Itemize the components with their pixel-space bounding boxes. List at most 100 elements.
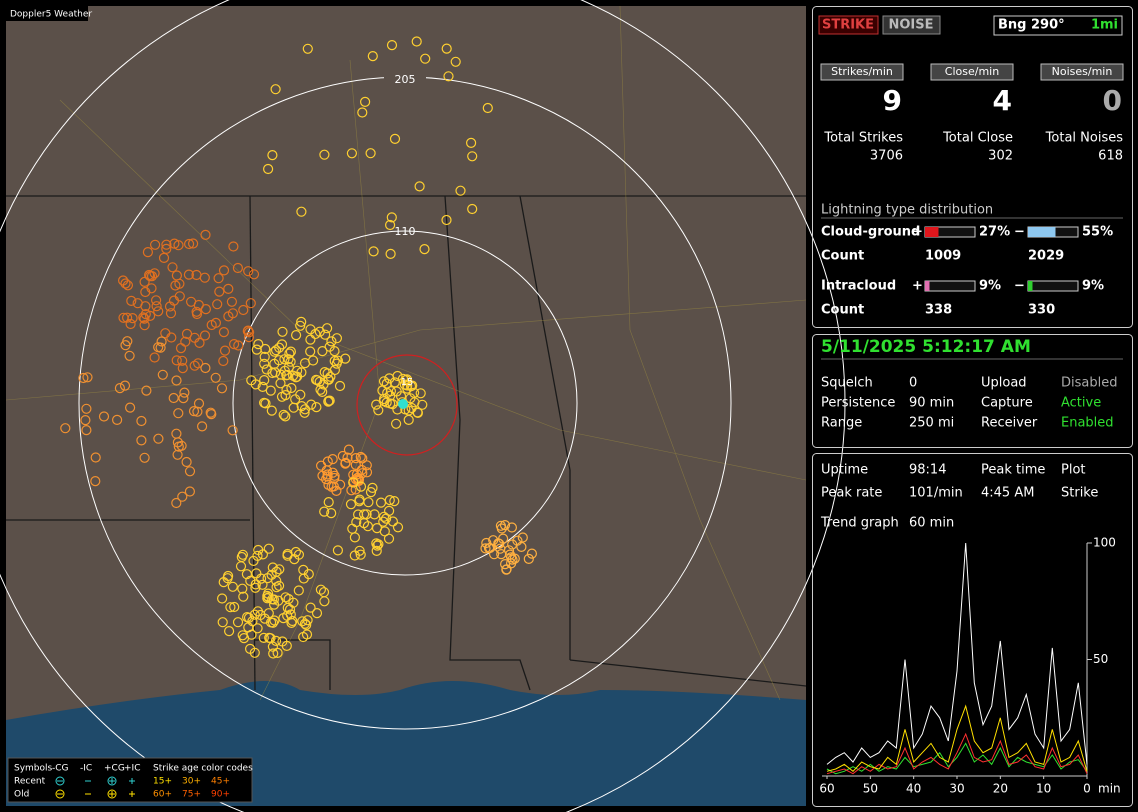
strike-symbol — [274, 580, 285, 591]
strike-symbol — [303, 568, 314, 580]
strike-symbol — [111, 414, 123, 425]
strike-symbol — [238, 304, 249, 316]
trend-line — [826, 542, 1088, 765]
strike-symbol — [184, 486, 195, 497]
strike-symbol — [197, 421, 208, 432]
strike-symbol — [81, 425, 92, 436]
strike-symbol — [419, 244, 430, 255]
strike-symbol — [248, 269, 260, 280]
strike-symbol — [145, 310, 156, 321]
strike-symbol — [342, 452, 353, 463]
strike-symbol — [228, 241, 239, 252]
label: Peak time — [981, 463, 1045, 478]
noise-button[interactable] — [882, 15, 941, 35]
strike-symbol — [193, 398, 205, 409]
label: Disabled — [1061, 376, 1117, 391]
strike-symbol — [365, 148, 376, 159]
rate-button[interactable] — [1040, 63, 1124, 81]
strike-symbol — [299, 404, 311, 415]
label: STRIKE — [822, 18, 874, 33]
strike-symbol — [295, 320, 306, 331]
strike-symbol — [225, 602, 236, 613]
strike-symbol — [244, 327, 255, 338]
strike-symbol — [284, 348, 295, 359]
label: 5/11/2025 5:12:17 AM — [821, 337, 1031, 357]
strike-symbol — [270, 84, 281, 95]
label: Total Noises — [1045, 131, 1124, 146]
strike-symbol — [206, 409, 217, 420]
strike-symbol — [379, 526, 390, 537]
label: 10 — [1036, 782, 1051, 796]
strike-symbol — [242, 611, 253, 623]
strike-symbol — [441, 43, 452, 54]
strike-symbol — [272, 647, 283, 659]
strike-symbol — [406, 402, 417, 414]
strike-symbol — [385, 386, 396, 397]
label: Old — [14, 790, 29, 800]
strike-symbol — [170, 280, 181, 291]
strike-symbol — [217, 593, 228, 604]
label: 75+ — [182, 790, 201, 800]
strike-symbol — [125, 318, 136, 330]
strike-symbol — [360, 96, 371, 108]
strike-symbol — [412, 407, 423, 418]
strike-symbol — [305, 346, 316, 357]
strike-symbol — [121, 312, 133, 323]
strike-symbol — [310, 328, 321, 340]
strike-symbol — [219, 345, 231, 356]
strike-symbol — [212, 299, 223, 310]
strike-symbol — [150, 239, 161, 250]
label: Recent — [14, 777, 46, 787]
strike-symbol — [125, 402, 136, 413]
strike-symbol — [355, 549, 366, 560]
label: 27% — [979, 225, 1010, 240]
strike-symbol — [311, 607, 323, 619]
strike-symbol — [189, 360, 200, 371]
legend-symbol — [55, 776, 65, 786]
strike-symbol — [171, 270, 182, 281]
strike-symbol — [296, 401, 307, 412]
strike-symbol — [177, 355, 188, 366]
strike-symbol — [145, 271, 156, 282]
strike-symbol — [243, 622, 254, 633]
strike-symbol — [217, 617, 228, 628]
strike-symbol — [226, 296, 237, 307]
label: 60 — [819, 782, 834, 796]
strike-symbol — [126, 295, 137, 306]
strike-symbol — [232, 262, 243, 274]
count-value: 338 — [925, 303, 952, 318]
strike-symbol — [299, 358, 311, 369]
percent-bar — [1028, 227, 1056, 237]
strike-symbol — [267, 150, 278, 161]
strike-symbol — [250, 579, 261, 590]
strike-symbol — [282, 610, 293, 621]
label: Active — [1061, 396, 1101, 411]
rate-button[interactable] — [820, 63, 904, 81]
strike-symbol — [350, 453, 361, 464]
strike-symbol — [389, 133, 401, 144]
count-value: 330 — [1028, 303, 1055, 318]
strike-symbol — [263, 592, 274, 603]
strike-symbol — [355, 481, 367, 492]
strike-symbol — [161, 239, 172, 250]
strike-button[interactable] — [818, 15, 879, 35]
strike-symbol — [495, 543, 506, 554]
strike-symbol — [318, 587, 330, 598]
label: 15+ — [153, 777, 172, 787]
strike-symbol — [166, 332, 177, 343]
strike-symbol — [415, 388, 426, 399]
strike-symbol — [501, 564, 512, 575]
strike-symbol — [329, 346, 340, 357]
strike-symbol — [172, 449, 183, 460]
strike-symbol — [349, 550, 360, 561]
strike-symbol — [517, 532, 528, 543]
total-value: 618 — [1098, 149, 1123, 164]
strike-symbol — [389, 377, 400, 388]
strike-symbol — [191, 269, 202, 281]
strike-symbol — [351, 516, 362, 528]
rate-button[interactable] — [930, 63, 1014, 81]
strike-symbol — [144, 269, 155, 281]
strike-symbol — [257, 579, 268, 590]
total-value: 302 — [988, 149, 1013, 164]
strike-symbol — [405, 393, 416, 404]
